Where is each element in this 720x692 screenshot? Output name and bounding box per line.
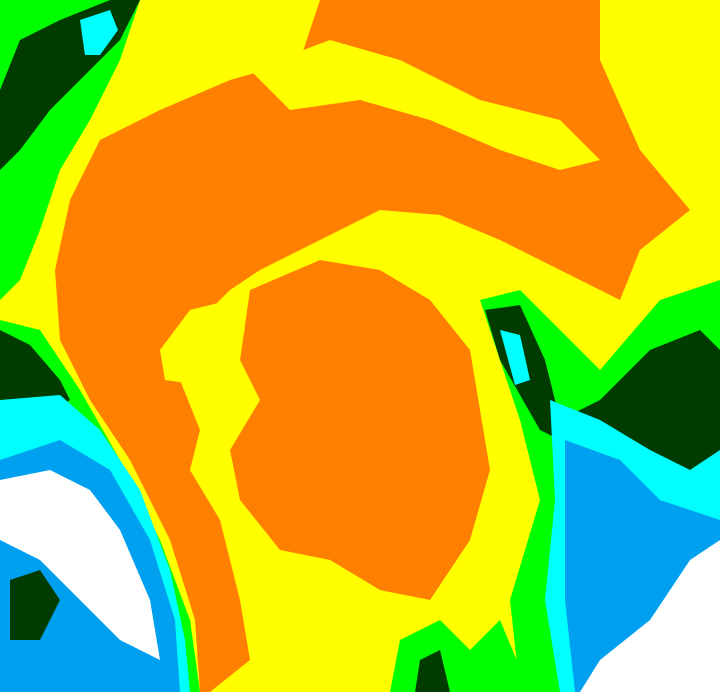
cloud-yellow-band — [250, 40, 600, 170]
cloud-cyan-e — [500, 330, 530, 385]
cloud-orange-core — [230, 260, 490, 600]
cloud-orange-main — [55, 0, 690, 692]
cloud-yellow-eye — [160, 300, 245, 385]
cloud-cyan-nw — [80, 10, 118, 55]
surface-white-e — [580, 540, 720, 692]
cloud-dark-s — [415, 650, 450, 692]
surface-white-w — [0, 470, 160, 660]
surface-dark-sw — [10, 570, 60, 640]
